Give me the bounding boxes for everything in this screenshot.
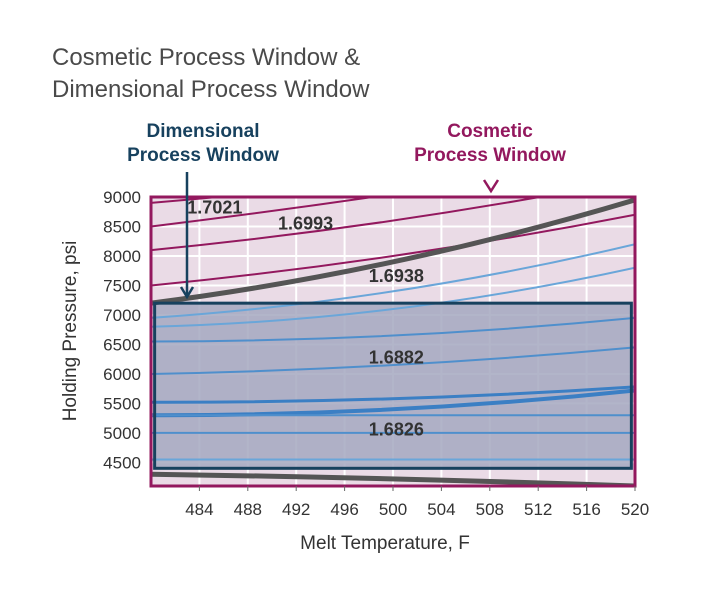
y-tick-label: 6500 [103,335,141,354]
y-axis-title: Holding Pressure, psi [60,241,81,422]
x-tick-label: 520 [621,500,649,519]
chart-title-line-1: Cosmetic Process Window & [52,44,361,71]
x-tick-label: 504 [427,500,455,519]
y-tick-label: 9000 [103,188,141,207]
y-tick-label: 7500 [103,276,141,295]
dimensional-window-area [154,303,632,469]
x-tick-label: 516 [572,500,600,519]
dimensional-callout-line-2: Process Window [127,145,279,166]
cosmetic-window-callout: Cosmetic Process Window [400,120,580,168]
y-axis-ticks: 9000 8500 8000 7500 7000 6500 6000 5500 5000 4500 [103,188,141,472]
contour-line-8 [151,346,635,375]
contour-line-2 [151,197,546,252]
x-axis-title: Melt Temperature, F [300,533,470,554]
y-tick-label: 4500 [103,453,141,472]
x-tick-label: 512 [524,500,552,519]
contour-label-1.6993: 1.6993 [278,213,333,233]
dimensional-window-callout: Dimensional Process Window [118,120,288,168]
contour-label-1.6826: 1.6826 [369,419,424,439]
contour-line-7 [151,316,635,343]
cosmetic-callout-line-1: Cosmetic [447,121,533,142]
contour-line-1 [151,197,380,228]
contour-line-0 [151,197,229,204]
x-tick-label: 484 [185,500,213,519]
x-tick-label: 496 [330,500,358,519]
contour-label-1.6882: 1.6882 [369,347,424,367]
contour-label-1.7021: 1.7021 [187,198,242,218]
contour-line-3 [151,213,635,287]
dimensional-callout-line-1: Dimensional [146,121,260,142]
contour-line-9 [151,385,635,404]
dimensional-window-border [153,301,633,470]
chart-title: Cosmetic Process Window & Dimensional Pr… [52,42,369,106]
contour-line-6 [151,266,635,328]
contour-lines [151,197,635,486]
x-tick-label: 508 [476,500,504,519]
y-tick-label: 8500 [103,217,141,236]
y-tick-label: 5500 [103,394,141,413]
cosmetic-callout-arrow-head [482,179,500,194]
x-tick-label: 488 [234,500,262,519]
y-tick-label: 7000 [103,306,141,325]
y-tick-label: 8000 [103,247,141,266]
x-axis-ticks: 484 488 492 496 500 504 508 512 516 520 [185,486,649,519]
contour-label-1.6938: 1.6938 [369,266,424,286]
chart-title-line-2: Dimensional Process Window [52,76,370,103]
contour-line-4 [151,197,635,306]
contour-line-5 [151,243,635,319]
cosmetic-callout-line-2: Process Window [414,145,566,166]
dimensional-callout-arrow-head [179,286,195,300]
contour-line-14 [151,471,635,486]
x-tick-label: 500 [379,500,407,519]
contour-labels: 1.7021 1.6993 1.6938 1.6882 1.6826 [187,198,424,440]
y-tick-label: 5000 [103,424,141,443]
y-tick-label: 6000 [103,365,141,384]
x-tick-label: 492 [282,500,310,519]
